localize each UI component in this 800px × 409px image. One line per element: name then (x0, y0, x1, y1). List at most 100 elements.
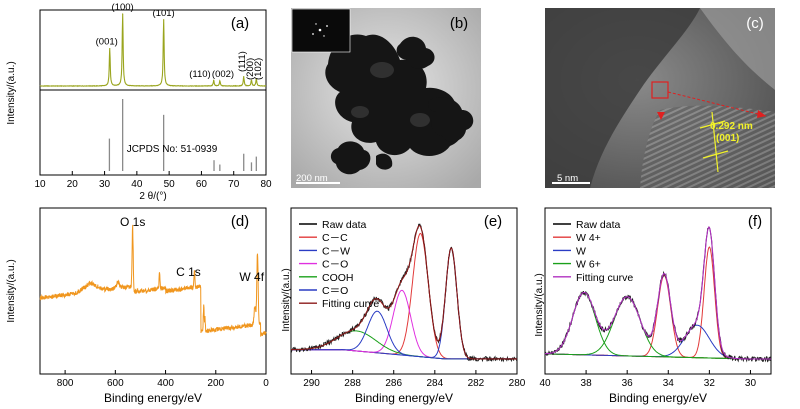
x-tick-label: 34 (663, 378, 675, 389)
xrd-peak-point (255, 78, 257, 80)
d-spacing-label: 0.292 nm (710, 121, 753, 132)
panel-b: 200 nm (b) (291, 8, 481, 188)
peak-label: C 1s (176, 265, 201, 279)
xrd-peak-point (122, 13, 124, 15)
crystal-region (545, 8, 700, 188)
selected-area-box (651, 81, 669, 99)
down-arrowhead (657, 112, 665, 120)
peak-label: (001) (96, 37, 118, 48)
peak-label: (102) (253, 58, 264, 80)
x-tick-label: 36 (622, 378, 634, 389)
xrd-peak-point (213, 79, 215, 81)
x-tick-label: 284 (426, 378, 443, 389)
x-tick-label: 38 (581, 378, 593, 389)
panel-label: (d) (231, 213, 249, 230)
legend-label: Raw data (576, 219, 621, 231)
xps-survey-line (39, 224, 267, 337)
legend-label: W 4+ (576, 232, 601, 244)
x-tick-label: 10 (34, 179, 46, 190)
x-tick-label: 0 (263, 378, 269, 389)
legend-label: W (576, 245, 586, 257)
panel-label: (e) (484, 213, 502, 230)
particle-highlights (351, 62, 430, 127)
peak-label: O 1s (120, 215, 145, 229)
reference-label: JCPDS No: 51-0939 (127, 144, 218, 155)
particle-cluster (325, 34, 474, 175)
panel-label: (f) (748, 213, 762, 230)
x-axis-label: 2 θ/(°) (139, 191, 166, 202)
amorphous-edge (700, 8, 775, 90)
x-tick-label: 282 (468, 378, 485, 389)
x-tick-label: 20 (67, 179, 79, 190)
zoom-arrow (667, 91, 767, 117)
diffraction-spots (312, 23, 328, 37)
peak-label: (110) (189, 69, 210, 80)
xrd-peak-point (243, 76, 245, 78)
legend-label: C＝O (322, 285, 348, 297)
peak-label: (111) (237, 51, 248, 72)
x-axis-label: Binding energy/eV (355, 391, 453, 405)
lattice-marker-bottom (702, 150, 729, 159)
x-tick-label: 280 (509, 378, 526, 389)
x-tick-label: 288 (344, 378, 361, 389)
fitting-curve-line (291, 224, 517, 360)
legend-label: Raw data (322, 219, 367, 231)
panel-d: 800 600 400 200 0 O 1s C 1s W 4f (d) Intensity… (6, 207, 269, 405)
panel-a: 10 20 30 40 50 60 70 80 (001) (100) (101) (110) (00… (6, 2, 272, 202)
x-tick-label: 600 (107, 378, 124, 389)
legend-label: C－W (322, 245, 350, 257)
x-tick-label: 30 (99, 179, 111, 190)
y-axis-label: Intensity/(a.u.) (6, 61, 17, 124)
panel-label: (a) (231, 15, 249, 32)
legend-label: COOH (322, 272, 354, 284)
x-tick-label: 286 (385, 378, 402, 389)
peak-label: W 4f (239, 270, 264, 284)
peak-label: (200) (245, 58, 256, 80)
x-tick-label: 400 (157, 378, 174, 389)
plot-frame (290, 207, 518, 375)
component-peak (545, 324, 771, 360)
peak-label: (101) (153, 8, 175, 19)
legend-label: W 6+ (576, 259, 601, 271)
x-tick-label: 200 (207, 378, 224, 389)
legend-label: C－O (322, 259, 348, 271)
x-tick-label: 70 (228, 179, 240, 190)
x-axis-label: Binding energy/eV (609, 391, 707, 405)
x-tick-label: 50 (164, 179, 176, 190)
peak-label: (100) (112, 2, 134, 13)
lattice-arrow (711, 111, 719, 173)
panel-c: 0.292 nm (001) 5 nm (c) (545, 8, 775, 188)
y-axis-label: Intensity/(a.u.) (534, 273, 545, 336)
fitting-curve-line (545, 226, 771, 360)
panel-label: (c) (746, 15, 764, 32)
x-tick-label: 60 (196, 179, 208, 190)
xrd-peak-point (163, 19, 165, 21)
lattice-marker-top (699, 120, 726, 129)
xrd-peak-point (109, 47, 111, 50)
x-tick-label: 40 (131, 179, 143, 190)
plot-frame (39, 207, 267, 375)
plot-frame (544, 207, 772, 375)
zoom-arrowhead (757, 110, 766, 118)
y-axis-label: Intensity/(a.u.) (6, 259, 17, 322)
panel-label: (b) (450, 15, 468, 32)
xrd-pattern-line (39, 14, 266, 88)
legend-label: C－C (322, 232, 348, 244)
component-peak (291, 310, 517, 360)
x-tick-label: 80 (260, 179, 272, 190)
lattice-fringes (640, 105, 775, 188)
x-tick-label: 32 (704, 378, 716, 389)
x-tick-label: 800 (57, 378, 74, 389)
legend-label: Fitting curve (576, 272, 633, 284)
x-axis-label: Binding energy/eV (104, 391, 202, 405)
x-tick-label: 40 (539, 378, 551, 389)
xrd-peak-point (219, 80, 221, 82)
component-peak (545, 274, 771, 360)
xrd-peak-point (250, 79, 253, 81)
x-tick-label: 290 (303, 378, 320, 389)
plot-frame (39, 9, 267, 176)
x-tick-label: 30 (745, 378, 757, 389)
plane-label: (001) (716, 133, 739, 144)
